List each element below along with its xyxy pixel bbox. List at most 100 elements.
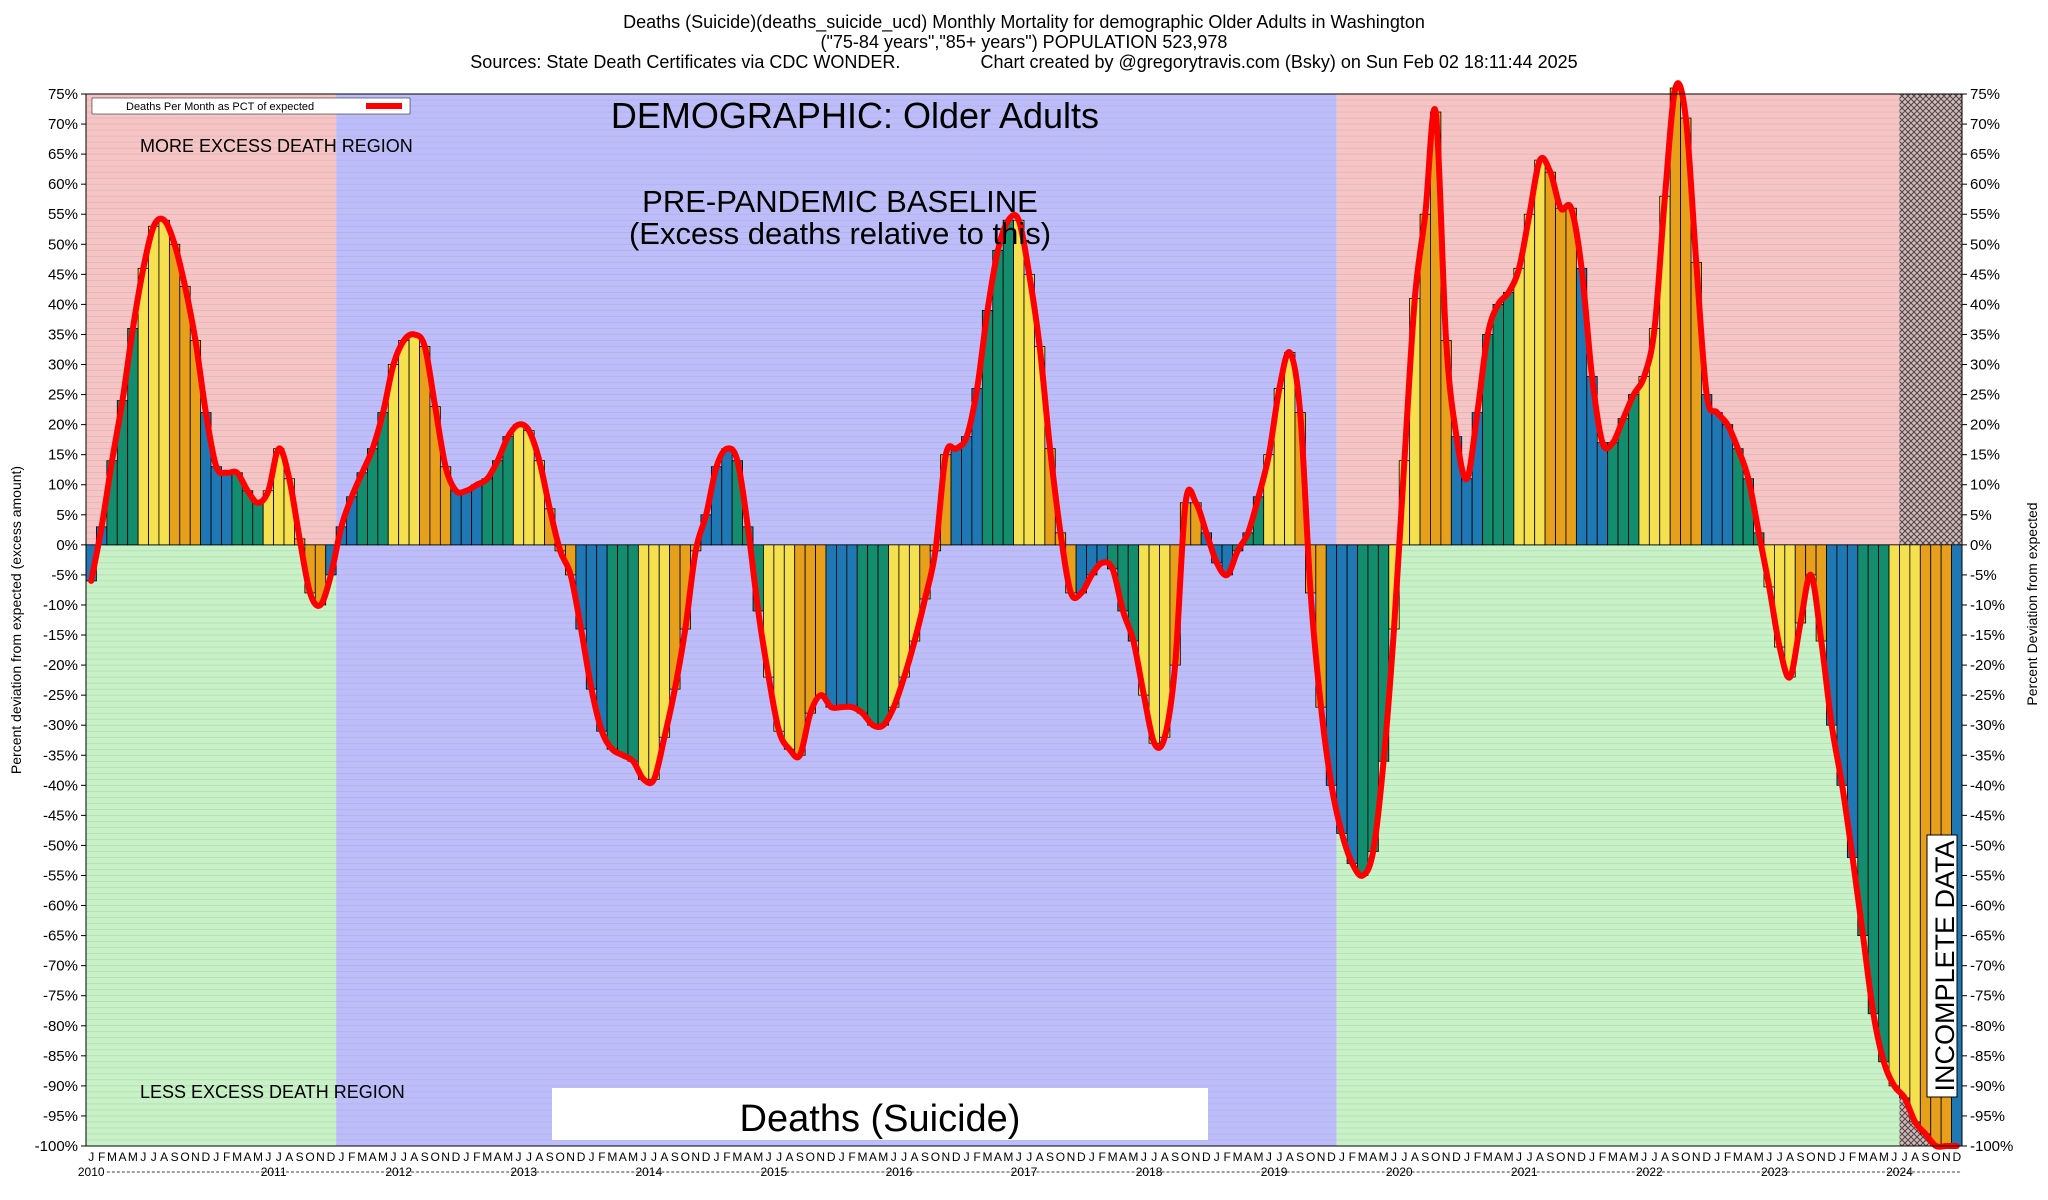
x-tick-label: F (1224, 1150, 1231, 1164)
x-tick-label: A (1161, 1150, 1169, 1164)
x-tick-label: S (1171, 1150, 1179, 1164)
bar (815, 544, 827, 696)
x-tick-label: J (588, 1150, 594, 1164)
y-tick-label-right: -95% (1970, 1108, 2005, 1125)
x-tick-label: J (1276, 1150, 1282, 1164)
bar (1357, 544, 1369, 876)
y-tick-label-left: -75% (43, 988, 78, 1005)
y-tick-label-right: 55% (1970, 206, 2000, 223)
bar (1711, 412, 1723, 546)
y-tick-label-right: 10% (1970, 477, 2000, 494)
bar (252, 502, 264, 546)
x-tick-label: D (1702, 1150, 1711, 1164)
x-tick-label: J (1839, 1150, 1845, 1164)
x-tick-label: M (1608, 1150, 1618, 1164)
y-tick-label-left: 65% (48, 146, 78, 163)
y-tick-label-right: -45% (1970, 807, 2005, 824)
x-tick-label: M (232, 1150, 242, 1164)
less-excess-label: LESS EXCESS DEATH REGION (140, 1082, 405, 1102)
y-tick-label-left: -95% (43, 1108, 78, 1125)
bar (606, 544, 618, 750)
x-tick-label: J (390, 1150, 396, 1164)
x-tick-label: M (878, 1150, 888, 1164)
x-tick-label: A (535, 1150, 543, 1164)
bar (512, 424, 525, 546)
bar (1596, 442, 1609, 546)
y-tick-label-right: 45% (1970, 266, 2000, 283)
x-tick-label: S (1421, 1150, 1429, 1164)
y-tick-label-left: 25% (48, 387, 78, 404)
x-tick-label: F (348, 1150, 355, 1164)
baseline-annotation-line2: (Excess deaths relative to this) (629, 216, 1051, 251)
x-tick-label: D (1827, 1150, 1836, 1164)
x-tick-label: J (964, 1150, 970, 1164)
y-tick-label-left: -70% (43, 958, 78, 975)
x-tick-label: J (776, 1150, 782, 1164)
cause-label-box (552, 1088, 1208, 1140)
x-tick-label: A (1411, 1150, 1419, 1164)
cause-label: Deaths (Suicide) (740, 1098, 1021, 1140)
bar (1419, 213, 1431, 546)
incomplete-label-box (1926, 834, 1958, 1098)
x-tick-label: N (816, 1150, 825, 1164)
bar (836, 544, 848, 708)
x-tick-label: J (1151, 1150, 1157, 1164)
x-tick-label: M (253, 1150, 263, 1164)
x-tick-label: F (973, 1150, 980, 1164)
x-tick-label: J (1526, 1150, 1532, 1164)
y-tick-label-left: 70% (48, 116, 78, 133)
x-tick-label: M (1254, 1150, 1264, 1164)
y-tick-label-right: 30% (1970, 357, 2000, 374)
y-tick-label-left: 35% (48, 326, 78, 343)
x-tick-label: F (473, 1150, 480, 1164)
x-tick-label: M (1358, 1150, 1368, 1164)
x-tick-label: F (1474, 1150, 1481, 1164)
x-tick-label: J (839, 1150, 845, 1164)
x-tick-label: J (151, 1150, 157, 1164)
x-tick-label: J (88, 1150, 94, 1164)
x-tick-label: N (316, 1150, 325, 1164)
x-tick-label: F (1098, 1150, 1105, 1164)
x-tick-label: A (619, 1150, 627, 1164)
y-tick-label-left: -30% (43, 717, 78, 734)
bar (992, 249, 1004, 546)
x-tick-label: M (983, 1150, 993, 1164)
bar (210, 466, 222, 546)
x-tick-label: S (1796, 1150, 1804, 1164)
bar (1867, 544, 1880, 1015)
bar (1888, 544, 1900, 1087)
x-tick-label: D (327, 1150, 336, 1164)
x-tick-label: A (869, 1150, 877, 1164)
x-tick-label: D (1452, 1150, 1461, 1164)
y-tick-label-left: 50% (48, 236, 78, 253)
y-tick-label-right: 50% (1970, 236, 2000, 253)
x-tick-label: M (628, 1150, 638, 1164)
y-tick-label-left: -15% (43, 627, 78, 644)
x-tick-label: M (1629, 1150, 1639, 1164)
bar (1669, 87, 1681, 546)
bar (1544, 171, 1556, 546)
bar (1701, 394, 1713, 546)
chart-title-line3: Sources: State Death Certificates via CD… (470, 52, 1578, 72)
bar (137, 267, 149, 546)
series-line (88, 80, 1960, 1150)
y-tick-label-left: 60% (48, 176, 78, 193)
x-tick-label: S (171, 1150, 179, 1164)
bar (1721, 424, 1734, 546)
bar (867, 544, 879, 726)
x-tick-label: S (671, 1150, 679, 1164)
y-axis-label-left: Percent deviation from expected (excess … (8, 466, 24, 774)
x-tick-label: M (1003, 1150, 1013, 1164)
x-tick-label: O (180, 1150, 189, 1164)
y-tick-label-right: -60% (1970, 898, 2005, 915)
x-tick-label: M (1879, 1150, 1889, 1164)
bar (637, 544, 650, 780)
x-tick-label: O (1431, 1150, 1440, 1164)
bar (1617, 418, 1629, 546)
bar (221, 472, 233, 546)
bar (450, 490, 462, 546)
y-tick-label-right: -10% (1970, 597, 2005, 614)
x-tick-label: M (1483, 1150, 1493, 1164)
x-tick-label: M (503, 1150, 513, 1164)
